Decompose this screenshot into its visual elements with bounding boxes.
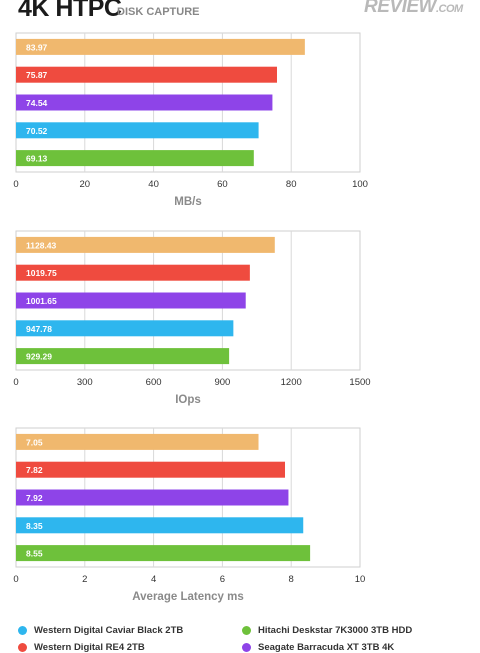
x-tick-label: 600 [146,377,162,388]
bar [16,122,259,139]
chart-header: 4K HTPC DISK CAPTURE REVIEW.COM [14,0,474,22]
x-tick-label: 6 [220,574,225,585]
bar-value-label: 8.55 [26,549,43,559]
x-tick-label: 4 [151,574,156,585]
x-tick-label: 900 [214,377,230,388]
x-tick-label: 8 [289,574,294,585]
bar [16,545,311,562]
bar-value-label: 929.29 [26,352,52,362]
bar [16,320,234,337]
legend-item: Western Digital Caviar Black 2TB [18,625,183,636]
x-axis-label: MB/s [174,196,201,208]
logo-main: REVIEW [364,0,436,17]
x-tick-label: 20 [80,179,91,190]
x-tick-label: 1200 [281,377,302,388]
bar-value-label: 83.97 [26,42,48,52]
bar-value-label: 75.87 [26,70,48,80]
x-tick-label: 60 [217,179,228,190]
bar-value-label: 8.35 [26,521,43,531]
bar-value-label: 70.52 [26,126,48,136]
bar-value-label: 1019.75 [26,268,57,278]
bar [16,433,259,450]
x-tick-label: 100 [352,179,368,190]
legend-label: Hitachi Deskstar 7K3000 3TB HDD [258,625,413,636]
legend: Western Digital Caviar Black 2TB Hitachi… [14,620,474,653]
legend-swatch [242,626,251,635]
x-tick-label: 0 [13,377,18,388]
bar [16,517,304,534]
x-tick-label: 2 [82,574,87,585]
legend-item: Hitachi Deskstar 7K3000 3TB HDD [242,625,412,636]
x-tick-label: 1500 [349,377,370,388]
x-tick-label: 80 [286,179,297,190]
bar-value-label: 947.78 [26,324,52,334]
bar-value-label: 1001.65 [26,296,57,306]
bar [16,292,246,309]
bar [16,94,273,111]
legend-label: Seagate Barracuda XT 3TB 4K [258,642,395,653]
legend-label: Western Digital Caviar Black 2TB [34,625,184,636]
legend-swatch [242,643,251,652]
bar [16,489,289,506]
x-tick-label: 0 [13,179,18,190]
legend-swatch [18,643,27,652]
x-tick-label: 10 [355,574,366,585]
x-tick-label: 40 [148,179,159,190]
bar [16,264,250,281]
bar-value-label: 1128.43 [26,240,57,250]
bar-value-label: 7.82 [26,465,43,475]
bar [16,66,277,83]
legend-swatch [18,626,27,635]
bar [16,348,230,365]
legend-label: Western Digital RE4 2TB [34,642,145,653]
site-logo: REVIEW.COM [364,0,463,18]
bar [16,461,286,478]
bar-value-label: 69.13 [26,154,48,164]
bar-value-label: 7.92 [26,493,43,503]
logo-suffix: .COM [435,3,463,15]
bar-value-label: 74.54 [26,98,48,108]
bar [16,236,275,253]
bar-value-label: 7.05 [26,437,43,447]
legend-item: Western Digital RE4 2TB [18,642,145,653]
legend-item: Seagate Barracuda XT 3TB 4K [242,642,394,653]
x-axis-label: Average Latency ms [132,591,243,603]
x-axis-label: IOps [175,394,201,406]
x-tick-label: 0 [13,574,18,585]
bar [16,150,254,167]
chart-title: 4K HTPC [18,0,122,22]
bar [16,38,305,55]
chart-subtitle: DISK CAPTURE [117,6,200,18]
x-tick-label: 300 [77,377,93,388]
